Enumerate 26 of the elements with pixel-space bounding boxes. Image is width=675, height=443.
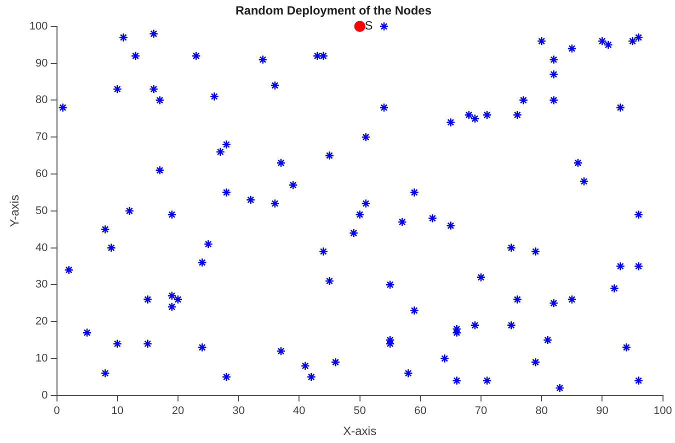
- x-tick-label: 100: [654, 405, 672, 418]
- x-tick-label: 0: [54, 405, 60, 418]
- x-tick-label: 90: [596, 405, 608, 418]
- y-tick-label: 20: [36, 316, 48, 328]
- y-tick-label: 70: [36, 131, 48, 144]
- y-tick-label: 100: [29, 20, 48, 32]
- annotation: S: [364, 18, 373, 33]
- x-tick-label: 40: [293, 405, 306, 418]
- x-tick-label: 50: [354, 405, 366, 418]
- x-tick-label: 60: [414, 405, 427, 418]
- y-tick-label: 90: [36, 57, 48, 70]
- x-tick-label: 80: [535, 405, 548, 418]
- x-tick-label: 10: [111, 405, 124, 418]
- x-axis-title: X-axis: [343, 424, 376, 438]
- chart-title: Random Deployment of the Nodes: [235, 4, 432, 18]
- x-tick-label: 30: [232, 405, 245, 418]
- x-tick-label: 20: [172, 405, 184, 418]
- y-tick-label: 40: [36, 242, 48, 254]
- y-tick-label: 10: [36, 352, 48, 365]
- y-tick-label: 60: [36, 168, 48, 180]
- x-tick-label: 70: [474, 405, 488, 418]
- y-tick-label: 80: [36, 94, 48, 106]
- y-tick-label: 50: [36, 204, 48, 217]
- y-tick-label: 30: [36, 278, 48, 291]
- y-axis-title: Y-axis: [8, 194, 22, 228]
- y-tick-label: 0: [42, 389, 48, 402]
